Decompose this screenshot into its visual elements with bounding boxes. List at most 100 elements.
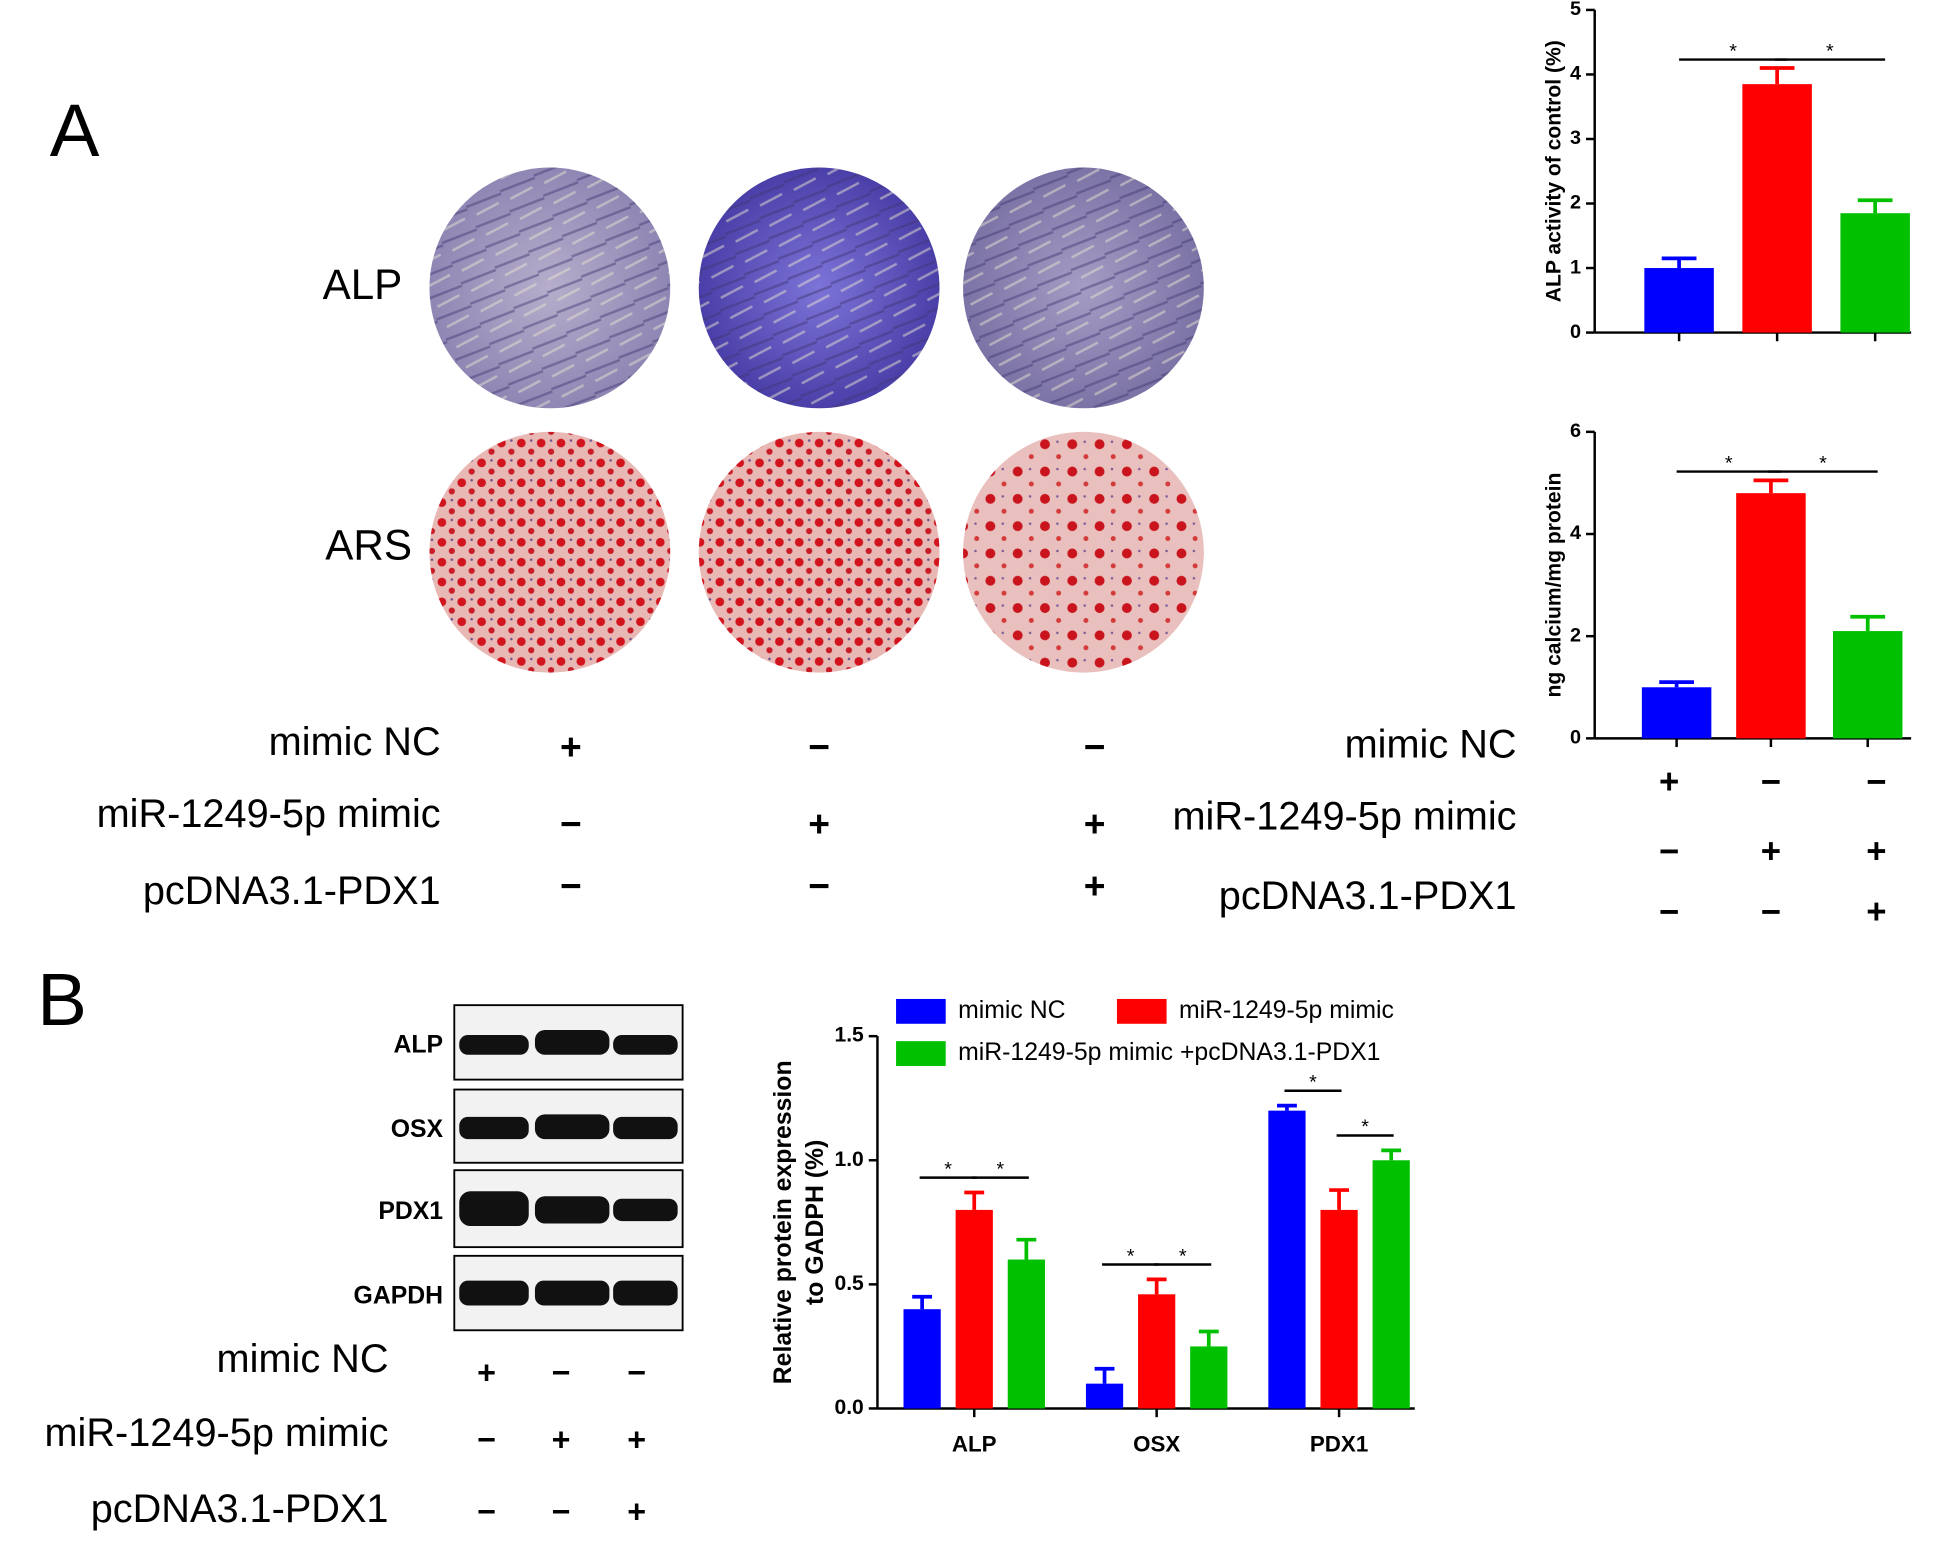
bar [1320, 1209, 1358, 1409]
stain-label: ARS [325, 522, 412, 569]
condition-sign: − [477, 1493, 496, 1529]
condition-label: miR-1249-5p mimic [1172, 795, 1516, 839]
condition-label: mimic NC [217, 1337, 389, 1381]
condition-sign: − [552, 1493, 571, 1529]
significance-label: * [1725, 452, 1733, 474]
y-axis-label: ALP activity of control (%) [1543, 40, 1566, 302]
condition-sign: − [1659, 833, 1679, 871]
condition-sign: + [1761, 833, 1781, 871]
bar [1742, 84, 1812, 333]
y-tick-label: 0 [1570, 321, 1581, 343]
significance-label: * [1127, 1245, 1135, 1267]
bar [1372, 1160, 1410, 1409]
significance-label: * [1819, 452, 1827, 474]
condition-sign: − [560, 864, 582, 906]
condition-sign: − [477, 1421, 496, 1457]
y-tick-label: 0.0 [834, 1396, 863, 1419]
y-tick-label: 3 [1570, 127, 1581, 149]
alp-image-texture [429, 167, 671, 409]
significance-label: * [996, 1158, 1004, 1180]
y-tick-label: 4 [1570, 522, 1581, 544]
y-tick-label: 5 [1570, 0, 1581, 20]
ars-image [429, 431, 671, 673]
bar [1736, 493, 1806, 739]
alp-image-texture [963, 167, 1204, 409]
bar [1138, 1294, 1176, 1409]
condition-label: mimic NC [1345, 723, 1517, 767]
significance-label: * [1826, 40, 1834, 62]
y-tick-label: 4 [1570, 63, 1581, 85]
y-axis-label: ng calcium/mg protein [1543, 473, 1566, 698]
condition-sign: + [1866, 833, 1886, 871]
panel-label: B [37, 958, 87, 1041]
blot-label: PDX1 [378, 1198, 443, 1225]
bar [903, 1309, 941, 1409]
condition-sign: − [1866, 763, 1886, 801]
condition-sign: − [627, 1354, 646, 1390]
y-tick-label: 2 [1570, 192, 1581, 214]
legend-label: miR-1249-5p mimic [1179, 997, 1394, 1024]
bar [1268, 1110, 1306, 1409]
y-axis-label: to GADPH (%) [802, 1140, 829, 1305]
legend-swatch [896, 1041, 946, 1066]
bar [1840, 213, 1910, 333]
y-tick-label: 6 [1570, 420, 1581, 442]
condition-sign: − [1659, 894, 1679, 932]
condition-sign: + [1659, 763, 1679, 801]
ars-image [698, 431, 940, 673]
condition-sign: + [808, 802, 830, 844]
bar [1007, 1259, 1045, 1409]
condition-label: pcDNA3.1-PDX1 [91, 1487, 389, 1531]
x-tick-label: ALP [952, 1432, 997, 1457]
western-blot [453, 1004, 684, 1332]
condition-sign: + [627, 1493, 646, 1529]
y-tick-label: 0 [1570, 727, 1581, 749]
legend-label: mimic NC [958, 997, 1065, 1024]
condition-sign: + [1084, 802, 1106, 844]
bar [955, 1209, 993, 1409]
condition-label: pcDNA3.1-PDX1 [143, 869, 441, 913]
significance-label: * [944, 1158, 952, 1180]
y-tick-label: 2 [1570, 624, 1581, 646]
x-tick-label: PDX1 [1310, 1432, 1368, 1457]
condition-sign: − [1761, 894, 1781, 932]
y-tick-label: 1 [1570, 256, 1581, 278]
condition-sign: − [1761, 763, 1781, 801]
significance-label: * [1309, 1072, 1317, 1094]
bar [1644, 268, 1714, 333]
panel-label: A [50, 89, 100, 172]
condition-label: mimic NC [269, 720, 441, 764]
condition-sign: − [560, 802, 582, 844]
condition-sign: + [1866, 894, 1886, 932]
condition-label: miR-1249-5p mimic [97, 792, 441, 836]
condition-sign: + [560, 725, 582, 767]
legend-swatch [896, 998, 946, 1024]
ars-image [963, 431, 1204, 673]
y-tick-label: 0.5 [834, 1272, 864, 1295]
alp-image-texture [698, 167, 940, 409]
bar [1641, 687, 1712, 739]
y-tick-label: 1.5 [834, 1024, 864, 1047]
condition-sign: + [552, 1421, 571, 1457]
microscopy-images [429, 167, 1204, 673]
stain-label: ALP [323, 261, 403, 308]
y-axis-label: Relative protein expression [770, 1060, 797, 1384]
significance-label: * [1729, 40, 1737, 62]
legend-label: miR-1249-5p mimic +pcDNA3.1-PDX1 [958, 1039, 1380, 1066]
significance-label: * [1179, 1245, 1187, 1267]
significance-label: * [1361, 1116, 1369, 1138]
blot-label: ALP [394, 1032, 444, 1059]
condition-label: pcDNA3.1-PDX1 [1219, 874, 1517, 918]
condition-sign: − [1084, 725, 1106, 767]
bar [1085, 1383, 1124, 1409]
condition-sign: + [477, 1354, 496, 1390]
bar [1190, 1346, 1228, 1409]
legend-swatch [1116, 998, 1167, 1024]
y-tick-label: 1.0 [834, 1148, 863, 1171]
blot-label: GAPDH [354, 1282, 444, 1309]
blot-bands [459, 1029, 678, 1306]
condition-sign: − [808, 864, 830, 906]
x-tick-label: OSX [1133, 1432, 1180, 1457]
bar [1832, 631, 1903, 739]
